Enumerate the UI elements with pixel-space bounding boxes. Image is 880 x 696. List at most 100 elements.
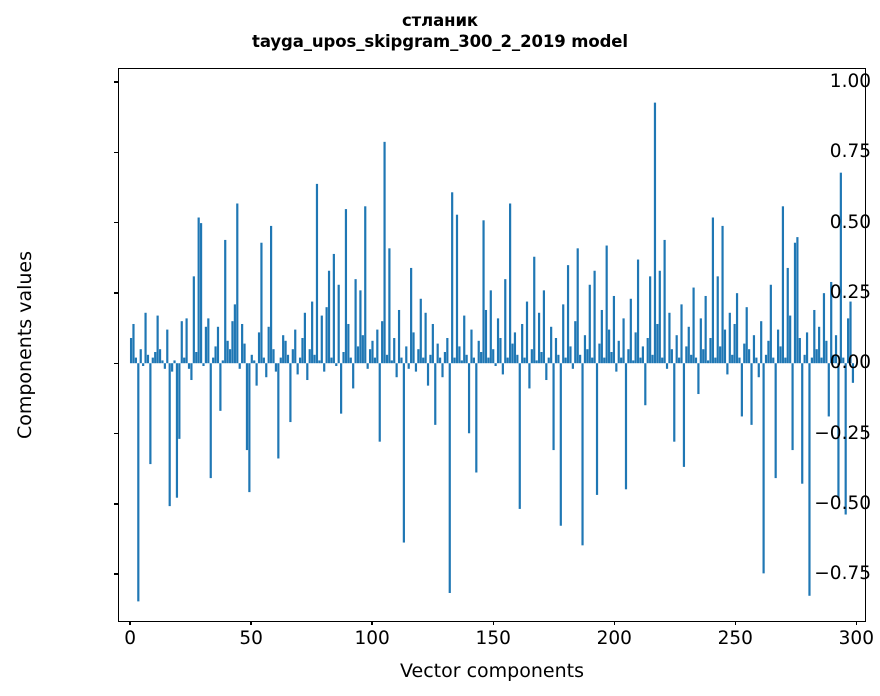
y-tick-mark — [113, 432, 118, 435]
bar — [238, 363, 241, 369]
bar — [550, 326, 553, 364]
bar — [381, 321, 384, 364]
bar — [368, 349, 372, 364]
bar — [709, 337, 712, 364]
bar — [412, 332, 415, 364]
bar — [340, 363, 343, 414]
bar — [554, 337, 558, 364]
bar — [728, 312, 731, 364]
bar — [721, 225, 724, 364]
bar — [605, 245, 608, 364]
bar — [180, 321, 183, 364]
bar — [518, 363, 521, 509]
bar — [603, 357, 606, 364]
bar — [134, 357, 137, 364]
bar — [226, 340, 229, 364]
bar — [260, 242, 263, 364]
bar — [656, 323, 659, 364]
bar — [289, 363, 292, 423]
bar — [673, 363, 676, 442]
bar — [805, 332, 809, 364]
bar — [839, 172, 842, 364]
bar — [772, 357, 775, 364]
x-tick-mark — [250, 621, 252, 626]
bar — [678, 357, 681, 364]
bar — [337, 284, 340, 364]
bar — [359, 290, 362, 364]
bar — [571, 363, 574, 369]
bar — [523, 357, 526, 364]
bar — [574, 321, 577, 364]
bar — [171, 363, 174, 372]
bar — [774, 363, 777, 479]
bar — [446, 337, 449, 364]
x-tick-mark — [855, 621, 857, 626]
bar — [598, 343, 601, 364]
bar — [583, 335, 587, 364]
bar — [675, 335, 678, 364]
bar — [581, 363, 584, 546]
bar — [484, 309, 488, 364]
bar — [576, 248, 579, 364]
bar — [711, 217, 715, 364]
bar — [813, 309, 816, 364]
bar — [284, 340, 287, 364]
x-tick-label: 200 — [596, 628, 632, 649]
bar — [158, 349, 162, 364]
bar — [511, 343, 514, 364]
bar — [318, 360, 321, 364]
bar — [438, 357, 442, 364]
bar — [593, 270, 596, 364]
bar — [685, 346, 688, 364]
bar — [796, 237, 799, 364]
bar — [757, 363, 760, 378]
bar — [579, 354, 582, 364]
bar — [327, 270, 331, 364]
bar — [607, 329, 611, 364]
x-tick-label: 0 — [124, 628, 136, 649]
bar — [219, 363, 222, 411]
bar — [791, 363, 794, 451]
bar — [323, 363, 326, 372]
bar — [569, 346, 572, 364]
bar — [830, 281, 833, 364]
x-tick-mark — [492, 621, 494, 626]
bar — [801, 363, 804, 484]
bar — [356, 346, 360, 364]
y-tick-mark — [113, 81, 118, 83]
bar — [624, 363, 628, 490]
bar — [255, 363, 258, 386]
bar — [849, 301, 852, 364]
bar — [760, 321, 763, 364]
bar — [827, 363, 830, 417]
bar — [487, 357, 490, 364]
bar — [477, 340, 480, 364]
bar — [472, 357, 475, 364]
x-tick-mark — [129, 621, 131, 626]
bar — [434, 363, 437, 425]
bar — [248, 363, 251, 493]
bar — [294, 329, 297, 364]
bar — [163, 363, 166, 369]
bar — [837, 363, 840, 498]
bar — [373, 357, 377, 364]
bar — [419, 298, 422, 364]
bar — [632, 360, 635, 364]
bar — [195, 352, 198, 364]
bar — [540, 352, 543, 364]
bar — [371, 340, 374, 364]
bar — [745, 307, 748, 364]
bar — [489, 290, 492, 364]
bar — [236, 203, 239, 364]
bar — [303, 312, 306, 364]
bar — [542, 290, 546, 364]
bar — [262, 357, 265, 364]
bar — [265, 363, 268, 378]
bar — [397, 309, 401, 364]
plot-area — [118, 68, 866, 622]
bar — [132, 323, 135, 364]
bar — [535, 360, 538, 364]
bar — [224, 239, 227, 364]
bar — [499, 337, 502, 364]
bar — [704, 295, 707, 364]
